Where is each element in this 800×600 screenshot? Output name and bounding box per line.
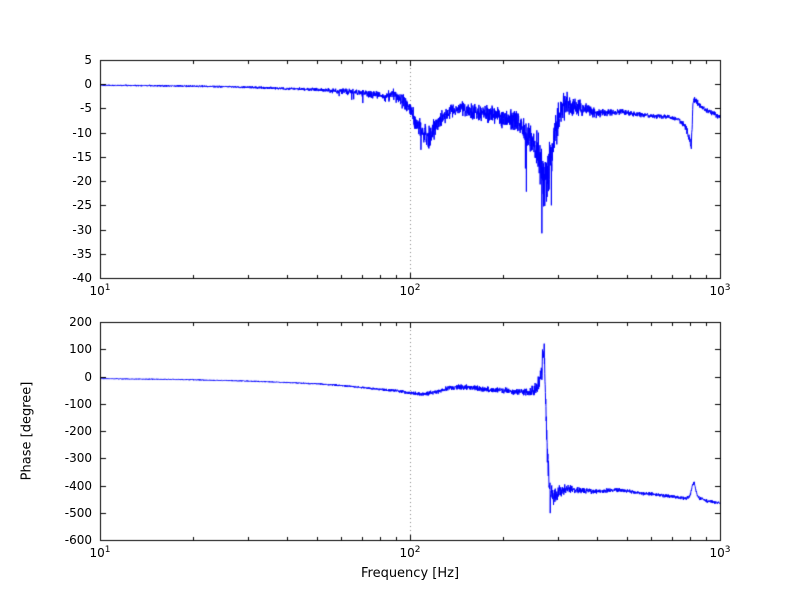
y-tick-label: 5 xyxy=(84,53,92,67)
x-tick-label: 102 xyxy=(399,283,421,298)
y-tick-label: -5 xyxy=(80,101,92,116)
y-tick-label: -100 xyxy=(64,396,92,411)
y-tick-label: -10 xyxy=(72,125,92,140)
y-tick-label: -25 xyxy=(72,198,92,213)
y-tick-label: -20 xyxy=(72,174,92,189)
y-tick-label: 0 xyxy=(84,369,92,384)
y-tick-label: -500 xyxy=(64,505,92,520)
y-tick-label: -15 xyxy=(72,149,92,164)
y-tick-label: -200 xyxy=(64,424,92,438)
x-tick-label: 103 xyxy=(709,545,731,560)
x-tick-label: 103 xyxy=(709,283,731,298)
x-axis-label: Frequency [Hz] xyxy=(360,566,460,581)
y-tick-label: 200 xyxy=(69,315,92,329)
y-axis-label-phase: Phase [degree] xyxy=(19,381,35,481)
y-tick-label: -600 xyxy=(64,533,92,547)
y-tick-label: -400 xyxy=(64,478,92,493)
y-tick-label: -30 xyxy=(72,222,92,237)
x-tick-label: 101 xyxy=(89,283,111,298)
y-tick-label: 100 xyxy=(69,342,92,357)
x-tick-label: 102 xyxy=(399,545,421,560)
y-tick-label: -35 xyxy=(72,246,92,261)
y-tick-label: -40 xyxy=(72,271,92,285)
y-tick-label: 0 xyxy=(84,77,92,92)
x-tick-label: 101 xyxy=(89,545,111,560)
y-tick-label: -300 xyxy=(64,451,92,466)
